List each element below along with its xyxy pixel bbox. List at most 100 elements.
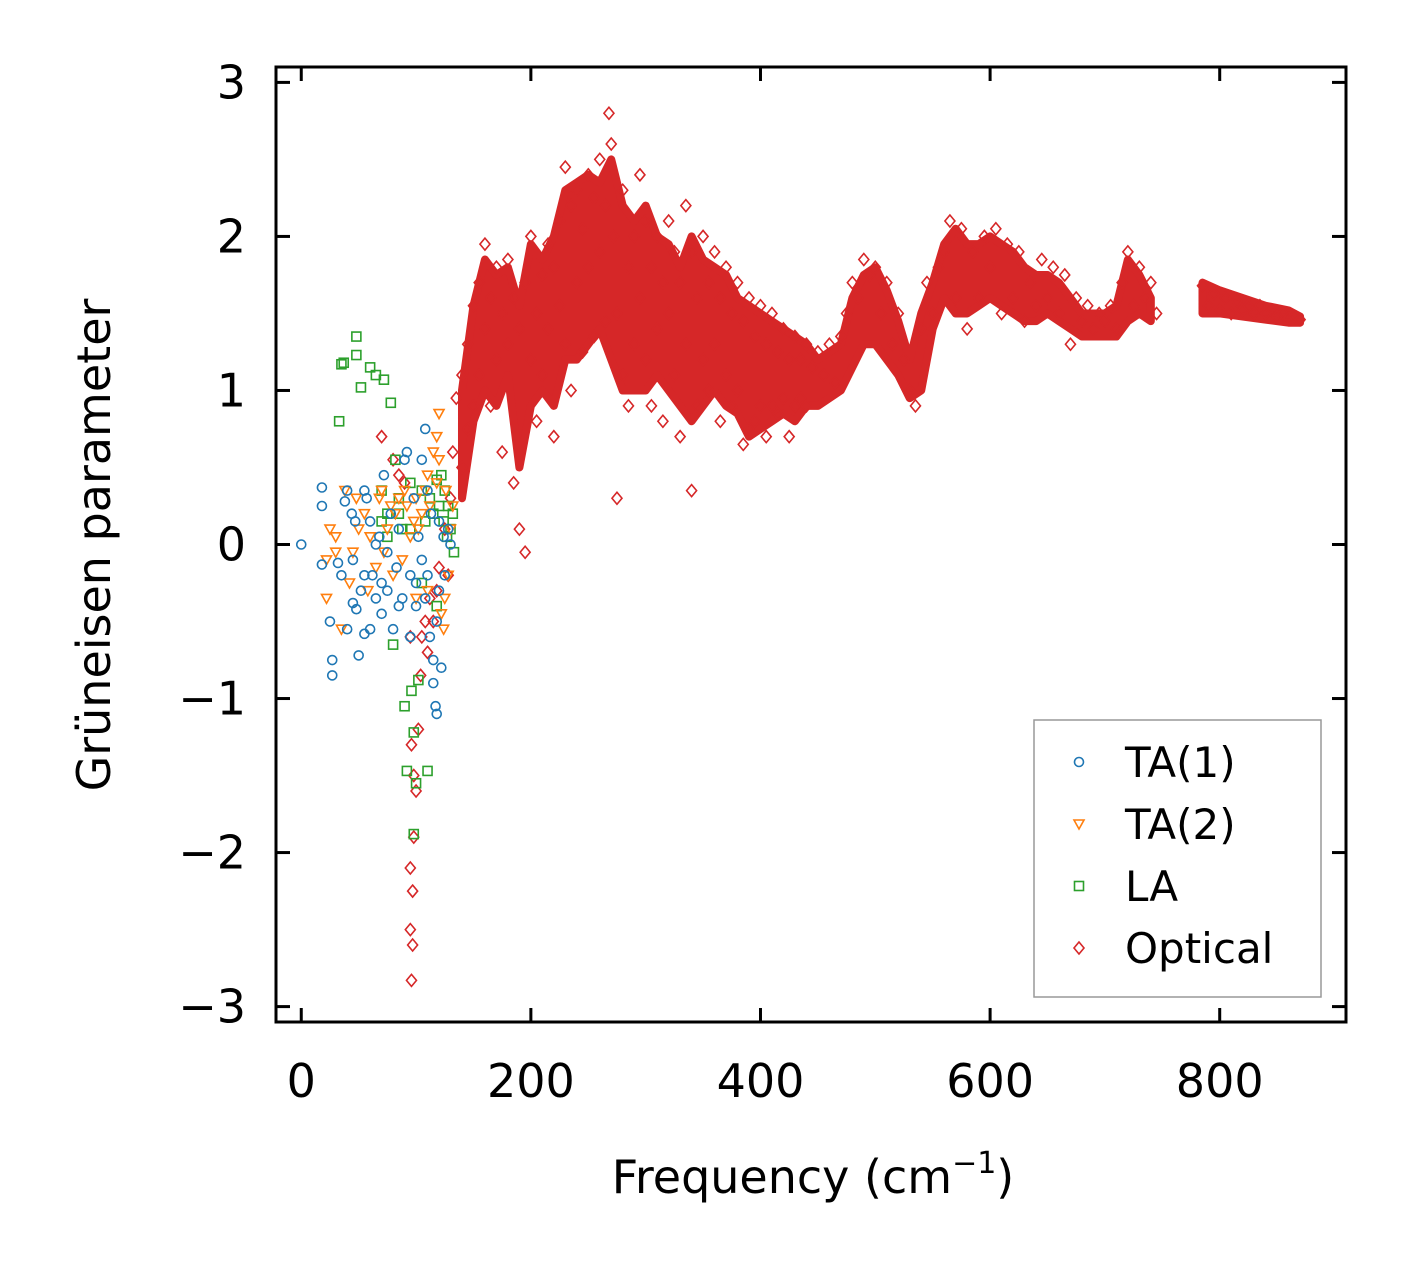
point-ta1-11: [341, 485, 353, 496]
point-ta1-26: [378, 469, 390, 481]
point-la-3: [351, 331, 362, 342]
legend-entry-optical: Optical: [1072, 924, 1273, 973]
point-ta1-5: [326, 654, 338, 666]
point-optical-98: [651, 321, 664, 337]
point-optical-134: [754, 398, 767, 414]
point-optical-48: [513, 321, 526, 337]
point-optical-103: [668, 244, 681, 260]
point-optical-171: [920, 275, 933, 290]
point-ta1-8: [336, 570, 347, 581]
point-optical-121: [720, 259, 733, 275]
point-optical-162: [869, 259, 882, 275]
point-optical-88: [622, 398, 635, 414]
point-la-32: [438, 516, 449, 527]
point-optical-94: [639, 352, 652, 367]
point-la-26: [422, 765, 433, 777]
point-ta2-16: [375, 485, 388, 498]
point-ta1-14: [349, 516, 361, 527]
point-optical-35: [473, 367, 486, 383]
point-ta2-32: [421, 470, 434, 482]
point-optical-180: [972, 290, 985, 306]
point-ta2-47: [409, 593, 423, 606]
axis-tick-labels: 0 200 400 600 800 −3 −2 −1 0 1 2 3: [178, 55, 1263, 1108]
point-optical-147: [794, 352, 807, 367]
point-optical-220: [1242, 298, 1255, 313]
point-ta1-62: [405, 631, 416, 643]
point-ta2-22: [392, 493, 406, 505]
point-optical-3: [398, 475, 411, 491]
point-ta1-52: [433, 516, 445, 527]
point-optical-55: [530, 414, 543, 429]
point-ta1-7: [332, 557, 344, 569]
point-optical-194: [1052, 306, 1066, 321]
point-ta2-0: [320, 593, 333, 606]
y-tick-label: −3: [178, 980, 246, 1034]
legend-entry-ta2: TA(2): [1072, 800, 1236, 849]
point-la-9: [378, 374, 390, 385]
y-tick-label: 3: [217, 55, 246, 109]
point-la-0: [333, 415, 345, 427]
point-ta1-67: [376, 577, 387, 589]
point-la-43: [416, 577, 428, 589]
point-la-39: [376, 516, 387, 527]
point-optical-56: [536, 267, 549, 283]
point-optical-133: [754, 298, 767, 313]
point-optical-225: [1271, 309, 1284, 324]
point-ta2-7: [343, 578, 356, 590]
point-ta1-40: [416, 554, 428, 566]
point-ta1-66: [359, 570, 370, 581]
point-optical-201: [1093, 306, 1106, 321]
point-optical-198: [1075, 313, 1088, 329]
point-optical-214: [1207, 286, 1221, 301]
scatter-points-layer: [295, 105, 1307, 988]
point-ta1-15: [351, 603, 362, 615]
point-la-20: [408, 727, 420, 738]
y-tick-label: 1: [217, 363, 246, 417]
point-optical-228: [1288, 309, 1301, 324]
point-optical-67: [565, 383, 578, 398]
point-optical-66: [565, 198, 578, 213]
point-optical-58: [542, 236, 555, 252]
point-ta1-34: [401, 446, 413, 458]
point-optical-159: [852, 290, 865, 306]
point-optical-110: [685, 483, 698, 498]
point-optical-87: [622, 259, 635, 275]
point-ta1-43: [422, 570, 433, 581]
point-optical-211: [1150, 306, 1163, 321]
point-optical-7: [407, 829, 420, 845]
point-optical-204: [1110, 321, 1123, 337]
point-ta1-54: [438, 531, 449, 543]
point-optical-156: [834, 329, 847, 344]
point-optical-136: [760, 429, 773, 444]
plot-area: [295, 105, 1307, 988]
point-la-5: [355, 382, 367, 393]
point-la-16: [399, 700, 410, 712]
point-optical-154: [823, 337, 836, 352]
point-optical-120: [714, 414, 727, 429]
point-ta1-4: [324, 616, 336, 627]
point-optical-155: [829, 375, 842, 391]
point-optical-163: [874, 306, 888, 321]
point-optical-13: [410, 783, 423, 799]
point-optical-37: [478, 321, 491, 337]
point-optical-122: [720, 367, 733, 383]
point-optical-175: [943, 213, 956, 229]
point-optical-177: [955, 221, 968, 236]
point-optical-19: [423, 591, 436, 606]
point-optical-149: [800, 337, 813, 352]
point-optical-11: [406, 937, 419, 953]
point-la-18: [405, 477, 416, 489]
point-ta1-60: [382, 546, 393, 558]
point-ta1-47: [427, 677, 439, 689]
point-ta2-27: [407, 516, 421, 529]
x-tick-label: 800: [1176, 1054, 1264, 1108]
point-optical-207: [1127, 298, 1140, 313]
point-optical-167: [897, 352, 911, 367]
point-optical-39: [484, 398, 497, 414]
point-ta1-38: [413, 531, 424, 543]
point-ta1-25: [376, 608, 387, 620]
point-optical-170: [915, 321, 928, 337]
point-optical-111: [691, 290, 704, 306]
point-ta2-2: [323, 524, 337, 536]
